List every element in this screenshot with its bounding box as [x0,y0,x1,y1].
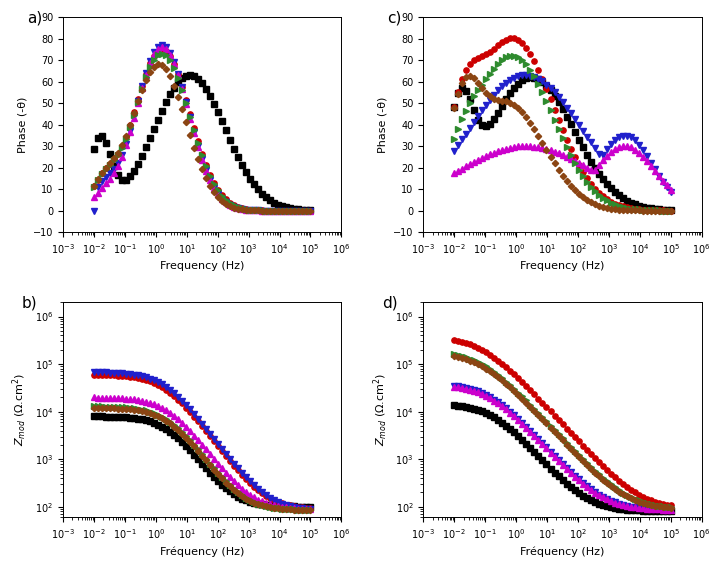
X-axis label: Frequency (Hz): Frequency (Hz) [160,261,245,272]
Y-axis label: $Z_{mod}$ ($\Omega$.cm$^2$): $Z_{mod}$ ($\Omega$.cm$^2$) [371,373,390,446]
Y-axis label: Phase (-θ): Phase (-θ) [17,97,27,153]
X-axis label: Fréquency (Hz): Fréquency (Hz) [521,546,605,557]
Text: d): d) [382,296,397,311]
X-axis label: Fréquency (Hz): Fréquency (Hz) [160,546,245,557]
Text: b): b) [22,296,37,311]
Y-axis label: Phase (-θ): Phase (-θ) [378,97,388,153]
Text: c): c) [387,11,401,26]
X-axis label: Frequency (Hz): Frequency (Hz) [521,261,605,272]
Text: a): a) [27,11,42,26]
Y-axis label: $Z_{mod}$ ($\Omega$.cm$^2$): $Z_{mod}$ ($\Omega$.cm$^2$) [11,373,30,446]
